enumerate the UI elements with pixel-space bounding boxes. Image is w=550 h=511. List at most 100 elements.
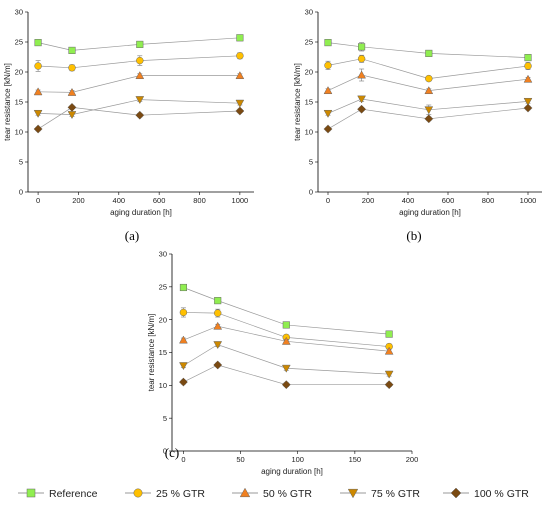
data-point [424,106,434,115]
series-line-75-gtr [327,98,529,114]
data-point [67,111,77,120]
series-75-gtr [33,96,245,120]
y-tick-label: 30 [159,250,167,259]
legend-label: Reference [49,488,98,500]
series-100-gtr [33,102,245,134]
data-point [235,71,245,80]
y-tick-label: 20 [15,68,23,77]
data-point [281,380,291,390]
y-tick-label: 25 [305,38,313,47]
series-line-25-gtr [38,55,240,69]
data-point [178,377,188,387]
data-point [281,336,291,345]
x-tick-label: 150 [349,455,362,464]
data-point [68,46,76,54]
data-point [281,364,291,373]
y-tick-label: 25 [15,38,23,47]
data-point [214,297,222,305]
series-line-50-gtr [183,325,390,352]
x-tick-label: 50 [236,455,244,464]
data-point [68,64,76,72]
data-point [179,283,187,292]
data-point [357,70,366,79]
data-point [236,34,244,42]
y-tick-label: 20 [305,68,313,77]
x-tick-label: 100 [291,455,304,464]
y-tick-label: 15 [305,98,313,107]
series-100-gtr [323,103,533,134]
data-point [236,52,244,60]
panel-label: (b) [406,228,421,243]
x-tick-label: 1000 [520,196,537,205]
y-tick-label: 20 [159,315,167,324]
data-point [357,55,366,63]
legend-marker [133,488,143,498]
series-50-gtr [33,71,245,96]
data-point [34,39,42,47]
data-point [424,86,434,95]
x-axis-title: aging duration [h] [261,467,323,476]
x-axis-title: aging duration [h] [110,208,172,217]
series-reference [34,34,244,54]
data-point [179,362,188,371]
x-tick-label: 1000 [232,196,249,205]
legend-item-50-gtr: 50 % GTR [232,487,312,500]
data-point [385,330,393,338]
y-tick-label: 30 [305,8,313,17]
x-tick-label: 400 [402,196,415,205]
data-point [523,97,533,106]
data-point [523,74,533,83]
legend-item-100-gtr: 100 % GTR [443,487,529,500]
data-point [324,39,332,47]
data-point [357,104,367,114]
data-point [135,96,145,105]
data-point [524,54,532,62]
x-tick-label: 0 [326,196,330,205]
series-50-gtr [179,321,394,355]
data-point [235,106,245,116]
panel-label: (c) [165,445,179,460]
y-tick-label: 10 [159,381,167,390]
y-axis-title: tear resistance [kN/m] [3,63,12,141]
legend-marker [347,488,359,499]
series-line-25-gtr [183,312,390,347]
data-point [67,87,77,96]
data-point [282,321,290,329]
chart-panel-b: 0 5 10 15 20 25 30 0 200 400 600 800 1000 aging durat… [293,8,542,243]
data-point [358,43,366,51]
y-tick-label: 5 [309,158,313,167]
data-point [213,360,223,370]
data-point [425,49,433,57]
data-point [384,346,394,355]
y-tick-label: 30 [15,8,23,17]
data-point [323,86,333,95]
x-axis-title: aging duration [h] [399,208,461,217]
data-point [524,62,532,70]
x-tick-label: 800 [193,196,206,205]
data-point [384,370,394,379]
data-point [33,124,43,134]
data-point [179,335,188,344]
y-tick-label: 5 [163,414,167,423]
y-axis-title: tear resistance [kN/m] [293,63,302,141]
series-25-gtr [34,52,244,72]
data-point [136,56,144,65]
x-tick-label: 800 [482,196,495,205]
y-axis-title: tear resistance [kN/m] [147,314,156,392]
y-tick-label: 15 [159,348,167,357]
legend-item-reference: Reference [18,488,98,500]
data-point [67,102,77,112]
series-line-25-gtr [327,58,529,79]
series-line-50-gtr [38,75,240,93]
series-line-75-gtr [183,344,390,375]
x-tick-label: 400 [113,196,126,205]
series-line-reference [38,37,240,51]
data-point [523,103,533,113]
data-point [179,308,188,317]
x-tick-label: 200 [406,455,419,464]
legend: Reference 25 % GTR 50 % GTR 75 % GTR 100 % G… [18,487,529,500]
data-point [34,62,42,70]
y-tick-label: 0 [19,188,23,197]
chart-panel-c: 0 5 10 15 20 25 30 0 50 100 150 200 aging duration [… [147,250,418,476]
